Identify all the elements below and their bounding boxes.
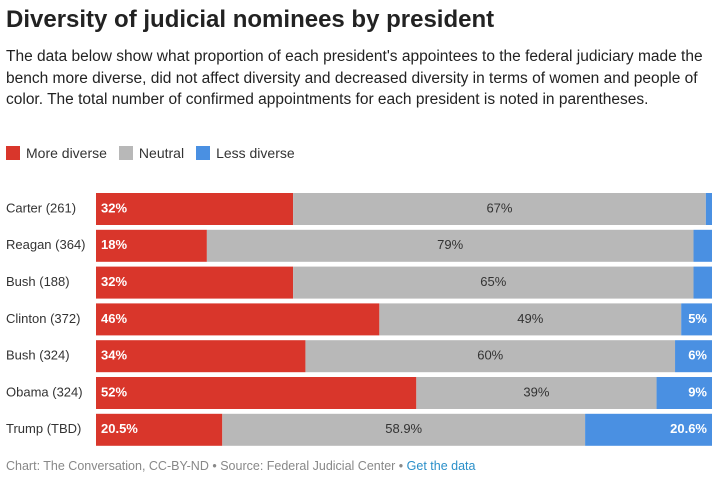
bar-segment xyxy=(293,266,694,299)
chart: Carter (261) 32% 67% Reagan (364) 18% 79% Bush… xyxy=(6,193,712,446)
legend-swatch xyxy=(196,146,211,160)
bar-segment xyxy=(705,193,712,225)
legend-item: Less diverse xyxy=(196,145,295,161)
y-tick-label: Obama (324) xyxy=(6,384,83,399)
legend-label: Neutral xyxy=(138,145,185,161)
bar-segment xyxy=(96,413,223,446)
bar-segment xyxy=(416,377,657,409)
footer: Chart: The Conversation, CC-BY-ND • Sour… xyxy=(6,459,475,473)
legend-label: More diverse xyxy=(26,145,107,161)
legend-item: Neutral xyxy=(118,145,185,161)
bar-segment xyxy=(379,303,682,336)
bar-segment xyxy=(656,377,712,409)
bar-segment xyxy=(206,229,694,262)
bar-segment xyxy=(693,229,712,262)
data-label: 32% xyxy=(101,274,127,289)
bar-segment xyxy=(96,193,294,225)
bar-segment xyxy=(585,413,712,446)
data-label: 67% xyxy=(486,200,512,215)
data-label: 34% xyxy=(101,348,127,363)
data-label: 46% xyxy=(101,311,127,326)
data-link[interactable]: Get the data xyxy=(406,459,476,473)
separator: • xyxy=(398,459,404,473)
legend: More diverse Neutral Less diverse xyxy=(6,145,295,161)
data-label: 39% xyxy=(523,384,549,399)
y-tick-label: Bush (188) xyxy=(6,274,70,289)
y-tick-label: Bush (324) xyxy=(6,348,70,363)
bar-segment xyxy=(681,303,712,336)
data-label: 9% xyxy=(688,384,707,399)
bar-segment xyxy=(675,340,712,373)
data-label: 65% xyxy=(480,274,506,289)
bar-segment xyxy=(96,229,207,262)
legend-item: More diverse xyxy=(6,145,107,161)
y-tick-label: Carter (261) xyxy=(6,200,76,215)
bar-segment xyxy=(305,340,676,373)
data-label: 79% xyxy=(437,237,463,252)
data-label: 5% xyxy=(688,311,707,326)
data-label: 20.5% xyxy=(101,421,138,436)
data-label: 49% xyxy=(517,311,543,326)
legend-swatch xyxy=(6,146,20,160)
bar-segment xyxy=(96,303,380,336)
data-label: 20.6% xyxy=(670,421,707,436)
bar-segment xyxy=(222,413,586,446)
data-label: 32% xyxy=(101,200,127,215)
bar-segment xyxy=(293,193,706,225)
legend-label: Less diverse xyxy=(216,145,295,161)
separator: • xyxy=(212,459,217,473)
y-tick-label: Clinton (372) xyxy=(6,311,80,326)
data-label: 52% xyxy=(101,384,127,399)
chart-subtitle: The data below show what proportion of e… xyxy=(6,48,703,108)
bar-segment xyxy=(96,377,417,409)
data-label: 6% xyxy=(688,348,707,363)
bar-segment xyxy=(96,340,306,373)
legend-swatch xyxy=(118,146,133,160)
bar-segment xyxy=(96,266,294,299)
data-label: 60% xyxy=(477,348,503,363)
source: Source: Federal Judicial Center xyxy=(220,459,396,473)
credit: Chart: The Conversation, CC-BY-ND xyxy=(6,459,209,473)
data-label: 18% xyxy=(101,237,127,252)
y-tick-label: Trump (TBD) xyxy=(6,421,81,436)
y-tick-label: Reagan (364) xyxy=(6,237,86,252)
chart-title: Diversity of judicial nominees by presid… xyxy=(6,6,495,33)
data-label: 58.9% xyxy=(385,421,422,436)
bar-segment xyxy=(693,266,712,299)
